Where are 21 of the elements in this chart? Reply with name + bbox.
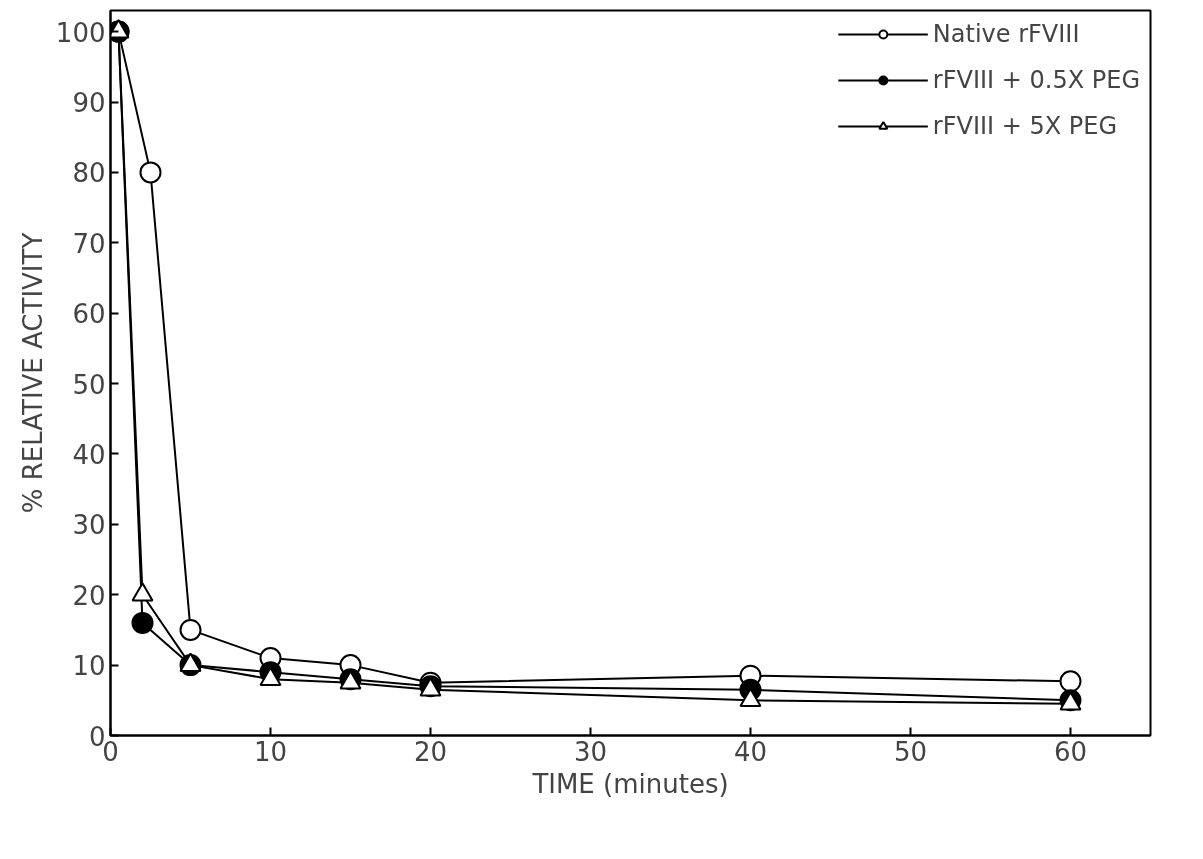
y-tick-label: 70 [72,228,106,259]
x-tick-label: 50 [893,736,928,767]
x-tick-label: 30 [573,736,608,767]
y-axis-title: % RELATIVE ACTIVITY [17,232,48,514]
y-tick-label: 60 [72,299,106,330]
x-tick-label: 20 [413,736,448,767]
legend-label: rFVIII + 5X PEG [932,112,1118,140]
x-tick-label: 10 [253,736,288,767]
legend-label: rFVIII + 0.5X PEG [932,66,1140,94]
y-tick-label: 10 [72,651,106,682]
y-tick-label: 40 [72,439,106,470]
y-tick-label: 80 [72,158,106,189]
y-tick-label: 30 [72,510,106,541]
legend-label: Native rFVIII [932,20,1080,48]
y-tick-label: 20 [72,580,106,611]
x-axis-title: TIME (minutes) [531,768,729,799]
x-tick-label: 60 [1053,736,1088,767]
y-tick-label: 50 [72,369,106,400]
y-tick-label: 90 [72,88,106,118]
x-tick-label: 40 [733,736,768,767]
y-tick-label: 100 [55,17,106,48]
